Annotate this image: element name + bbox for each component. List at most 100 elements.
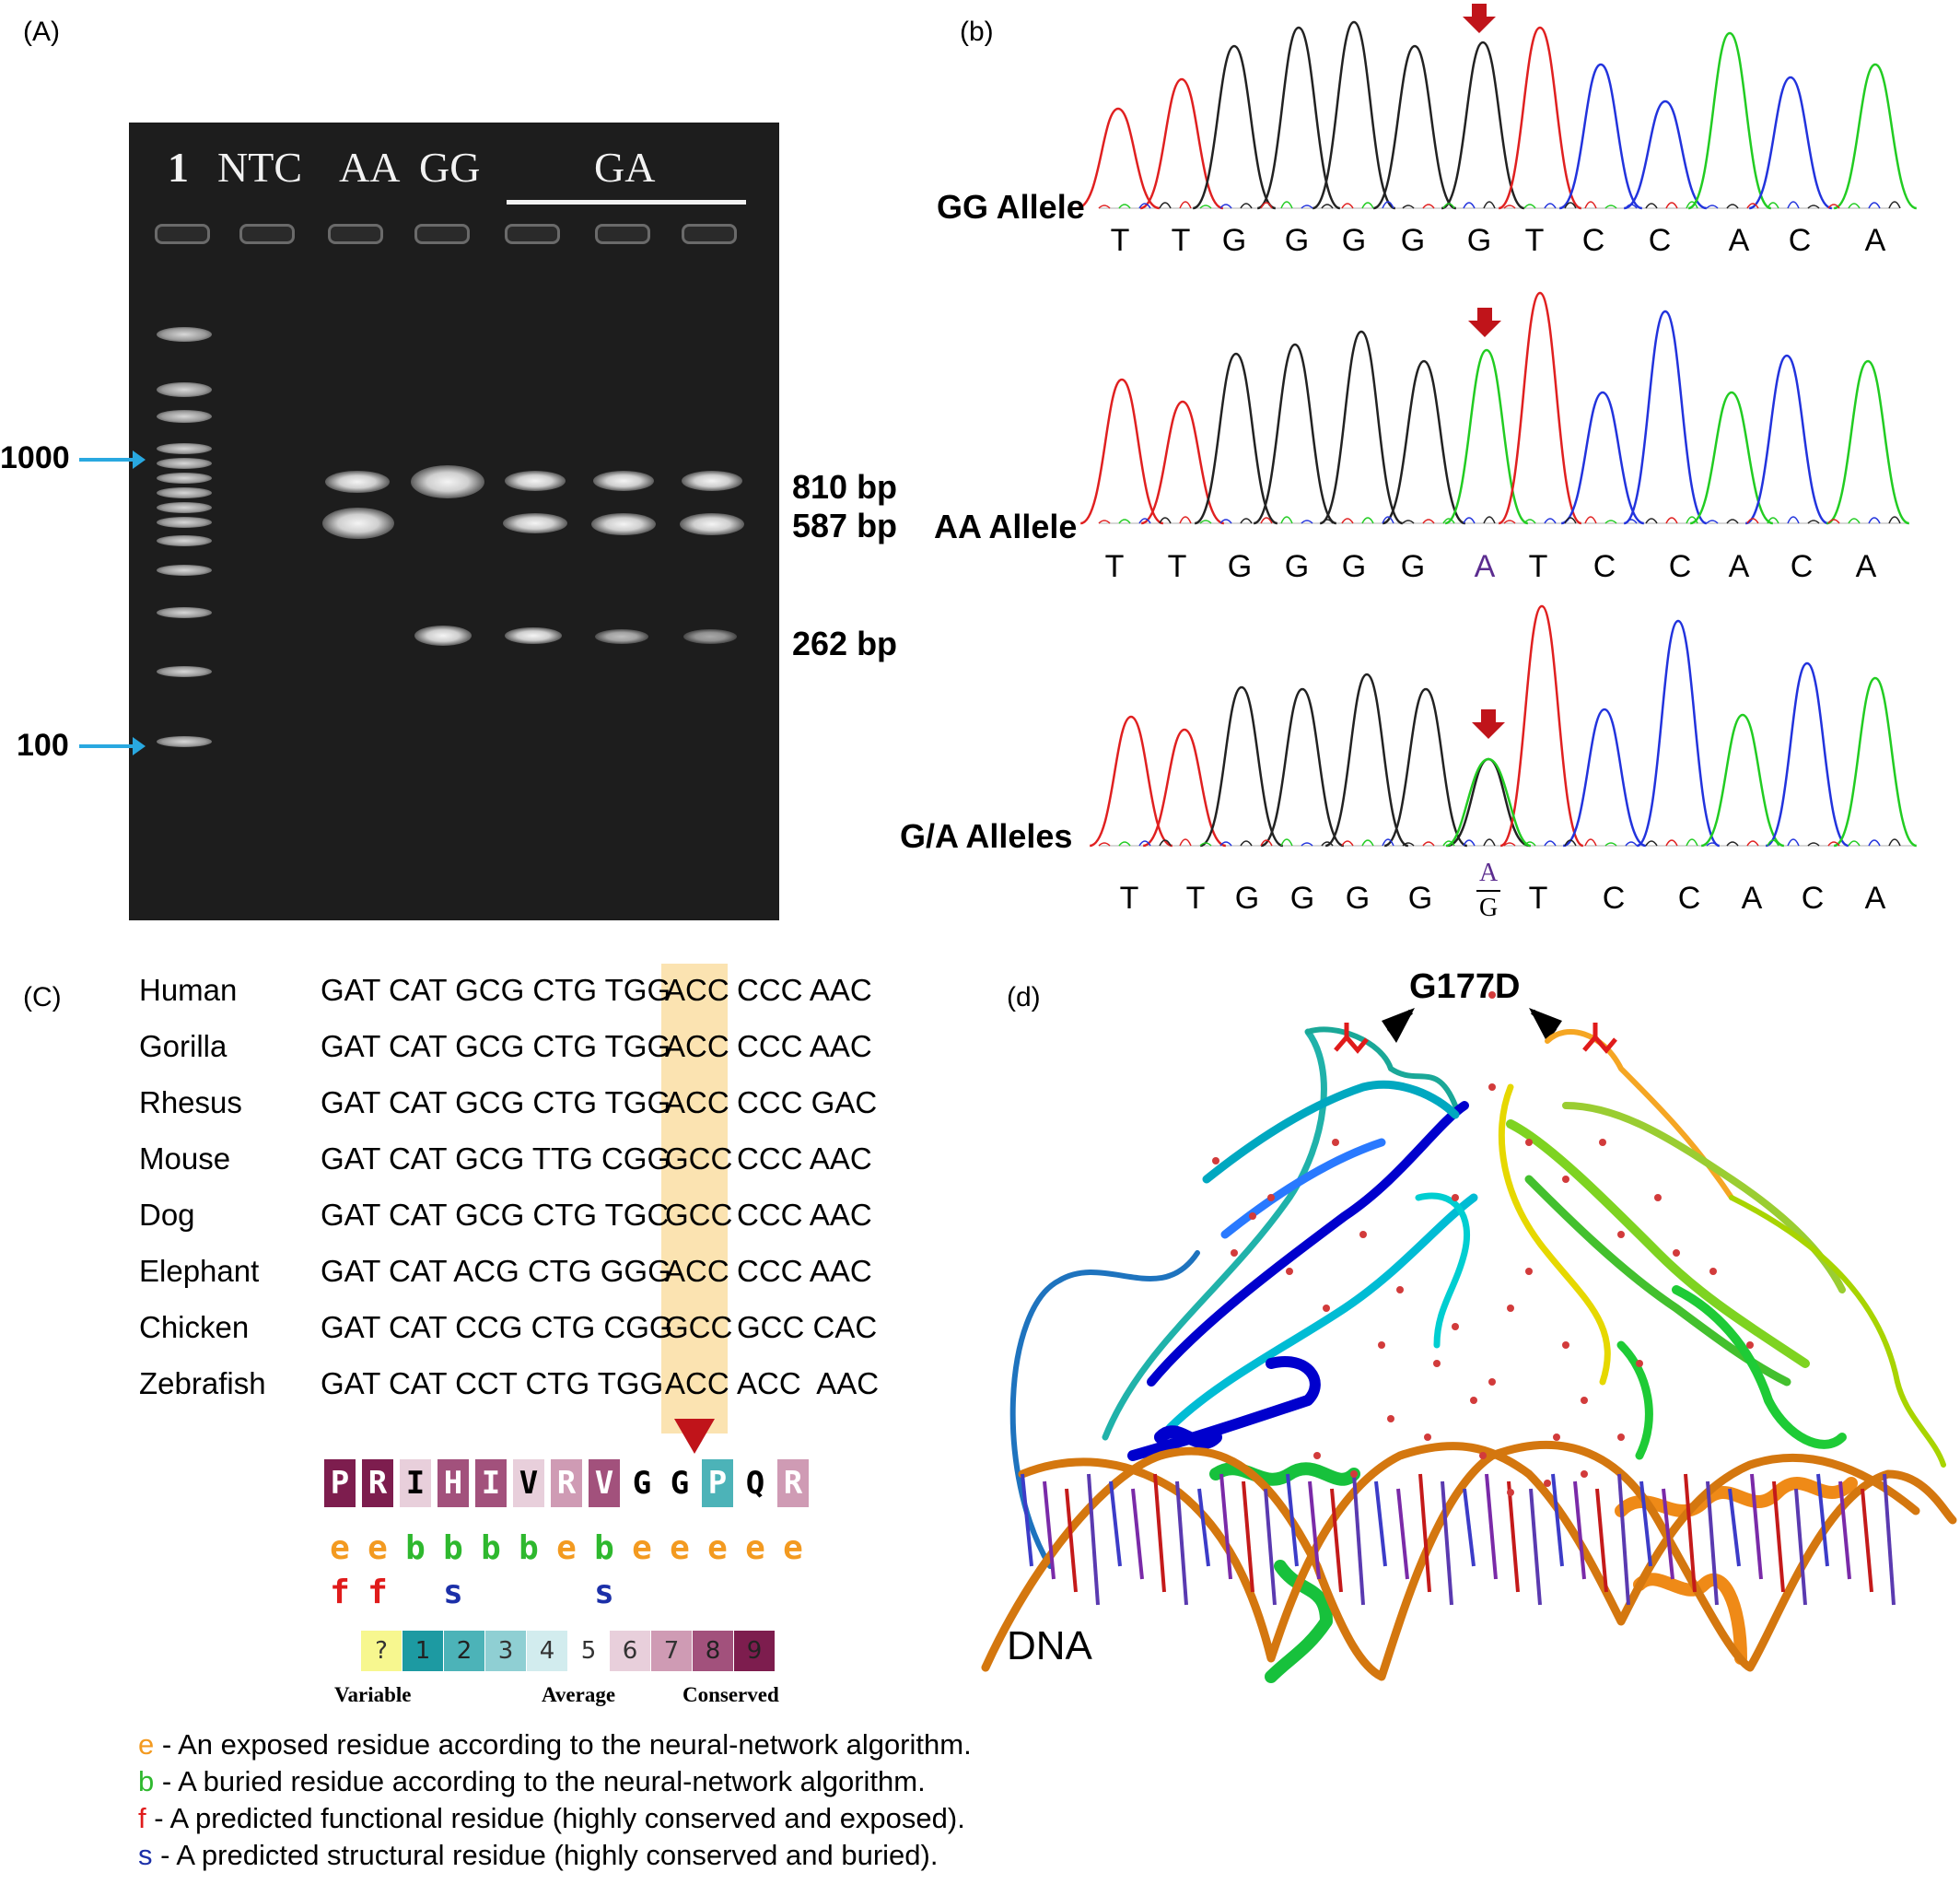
base-pair (1286, 1473, 1299, 1567)
protein-ribbon (1305, 1026, 1458, 1108)
trace-peak (1562, 708, 1647, 848)
trace-peak (1256, 26, 1341, 210)
protein-ribbon (1009, 1250, 1200, 1569)
water-molecule (1433, 1360, 1441, 1367)
ladder-band (157, 565, 212, 576)
protein-ribbon (1265, 1560, 1333, 1683)
water-molecule (1617, 1433, 1625, 1441)
water-molecule (1452, 1323, 1459, 1330)
exposure-letter: b (481, 1529, 501, 1567)
trace-peak (1446, 757, 1531, 848)
agarose-gel-image: 1 NTC AA GG GA (129, 123, 779, 920)
trace-peak (1744, 354, 1829, 525)
highlighted-codon: ACC (665, 1366, 729, 1400)
het-base-top: A (1479, 859, 1499, 887)
legend-text: - A predicted functional residue (highly… (146, 1802, 965, 1834)
marker-1000-arrow (79, 458, 134, 462)
water-molecule (1562, 1176, 1569, 1183)
het-base-bottom: G (1479, 894, 1499, 922)
trace-peak (1372, 44, 1457, 210)
band-gg-262 (414, 626, 472, 646)
base-pair (1441, 1480, 1453, 1606)
well (682, 224, 737, 244)
well (505, 224, 560, 244)
water-molecule (1452, 1194, 1459, 1201)
base-pair (1617, 1473, 1630, 1606)
protein-ribbon (1524, 1175, 1791, 1387)
base-call: T (1528, 549, 1548, 584)
base-pair (1197, 1488, 1210, 1567)
residue-cell: R (777, 1459, 809, 1507)
water-molecule (1470, 1397, 1477, 1404)
ladder-band (157, 382, 212, 397)
marker-100: 100 (17, 728, 69, 763)
base-pair (1396, 1488, 1409, 1580)
marker-1000: 1000 (0, 440, 70, 475)
well (595, 224, 650, 244)
legend-key: f (138, 1802, 146, 1834)
ladder-band (157, 502, 212, 513)
base-pair (1021, 1473, 1033, 1567)
codon-tail: ACC AAC (737, 1366, 880, 1400)
water-molecule (1212, 1157, 1219, 1164)
water-molecule (1479, 1452, 1487, 1459)
codon-tail: CCC AAC (737, 1029, 872, 1063)
trace-peak (1441, 41, 1525, 210)
scale-cell: 9 (734, 1631, 775, 1671)
base-pair (1595, 1488, 1608, 1593)
base-pair (1772, 1480, 1785, 1593)
mutation-arrow-right (1529, 1008, 1562, 1043)
base-call: A (1864, 881, 1886, 916)
base-call: A (1741, 881, 1763, 916)
base-pair (1507, 1480, 1520, 1593)
water-molecule (1323, 1305, 1330, 1312)
marker-1000-arrowhead (133, 451, 146, 469)
highlighted-codon: ACC (665, 1029, 729, 1063)
exposure-letter: e (330, 1529, 350, 1567)
band-aa-587 (322, 508, 394, 539)
legend-entry: e - An exposed residue according to the … (138, 1728, 972, 1761)
trace-peak (1689, 391, 1774, 525)
band-ga3-810 (682, 471, 742, 491)
base-pair (1043, 1480, 1056, 1580)
species-name: Gorilla (139, 1029, 228, 1063)
base-pair (1463, 1488, 1476, 1567)
base-pair (1883, 1473, 1896, 1606)
exposure-letter: e (632, 1529, 652, 1567)
water-molecule (1709, 1268, 1717, 1275)
highlighted-codon: GCC (665, 1198, 733, 1232)
protein-ribbon (1545, 1029, 1734, 1200)
codon-sequence: GAT CAT GCG CTG TGC (321, 1198, 670, 1232)
base-pair (1485, 1473, 1498, 1580)
water-molecule (1313, 1452, 1321, 1459)
variant-arrow (1463, 4, 1496, 33)
exposure-letter: e (368, 1529, 388, 1567)
base-call: G (1400, 549, 1426, 584)
exposure-letter: e (670, 1529, 690, 1567)
codon-sequence: GAT CAT GCG TTG CGG (321, 1141, 671, 1176)
protein-ribbon (1202, 1080, 1460, 1184)
ladder-band (157, 736, 212, 747)
highlighted-codon-column (661, 964, 728, 1433)
water-molecule (1507, 1305, 1514, 1312)
residue-cell: V (589, 1459, 620, 1507)
protein-ribbon (1729, 1195, 1946, 1468)
band-gg-810 (411, 465, 484, 498)
water-molecule (1562, 1341, 1569, 1349)
base-call: C (1668, 549, 1692, 584)
legend-key: s (138, 1839, 153, 1871)
panel-d-label: (d) (1007, 982, 1041, 1012)
lane-label-ladder: 1 (168, 144, 189, 191)
base-call: G (1341, 223, 1367, 258)
species-name: Chicken (139, 1310, 250, 1344)
ladder-band (157, 666, 212, 677)
base-pair (1816, 1473, 1829, 1567)
variant-arrow (1468, 308, 1501, 337)
base-call: G (1400, 223, 1426, 258)
marker-100-arrow (79, 744, 134, 748)
protein-ribbon (1147, 1101, 1469, 1387)
base-call: A (1728, 223, 1750, 258)
legend-key: b (138, 1765, 155, 1797)
band-size-810: 810 bp (792, 468, 898, 506)
trace-peak (1142, 728, 1227, 848)
